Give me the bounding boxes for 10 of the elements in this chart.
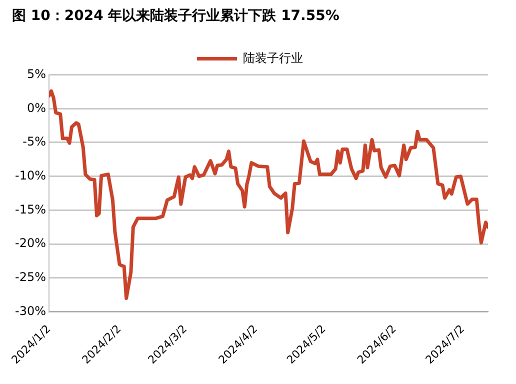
y-tick-label: -20% [14,236,46,250]
y-tick-label: -15% [14,202,46,216]
y-tick-label: -5% [22,134,46,149]
legend-label: 陆装子行业 [243,50,303,65]
y-tick-label: 5% [26,66,46,81]
y-tick-label: -25% [14,270,46,284]
y-tick-label: 0% [26,100,46,115]
y-tick-label: -10% [14,168,46,182]
chart-title: 图 10：2024 年以来陆装子行业累计下跌 17.55% [12,8,340,24]
y-tick-label: -30% [14,304,46,318]
